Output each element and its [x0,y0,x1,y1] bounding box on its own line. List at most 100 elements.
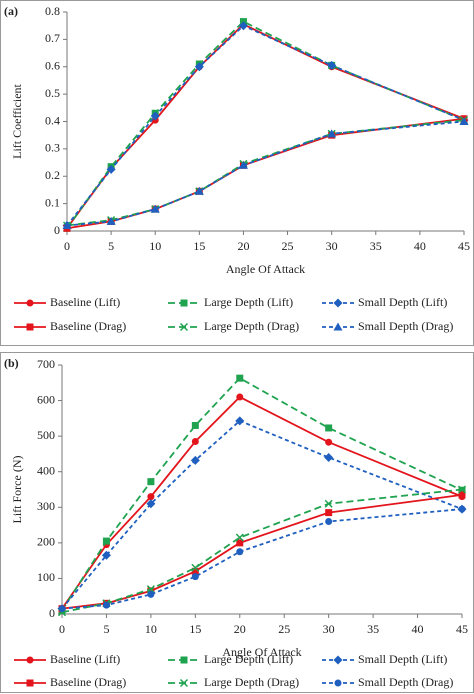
marker [333,298,343,308]
marker [26,299,34,307]
marker [180,299,188,307]
marker [191,567,199,575]
y-tick-label: 0.6 [45,59,60,73]
x-tick-label: 35 [367,622,379,636]
legend-label: Baseline (Lift) [50,652,120,666]
legend-label: Small Depth (Drag) [358,319,453,333]
y-tick-label: 0.2 [45,168,60,182]
y-tick-label: 0 [49,606,55,620]
legend-label: Large Depth (Drag) [204,675,299,689]
y-tick-label: 0.3 [45,141,60,155]
x-tick-label: 5 [103,622,109,636]
marker [26,323,34,331]
panel-border [0,352,474,693]
marker [26,656,34,664]
legend-label: Small Depth (Lift) [358,295,447,309]
marker [457,485,467,494]
marker [327,129,337,138]
x-tick-label: 30 [323,622,335,636]
marker [235,533,244,542]
series-line [61,419,463,610]
x-tick-label: 45 [458,239,470,253]
marker [191,421,199,429]
x-tick-label: 40 [414,239,426,253]
panel-border [0,0,474,346]
panel-label: (a) [4,4,18,18]
marker [147,478,155,486]
marker [325,424,333,432]
marker [327,60,337,70]
marker [235,416,245,426]
marker [179,678,189,688]
marker [325,518,333,526]
marker [236,539,244,547]
x-tick-label: 30 [326,239,338,253]
y-tick-label: 0.1 [45,195,60,209]
marker [194,186,204,195]
legend-label: Baseline (Drag) [50,675,126,689]
x-tick-label: 20 [237,239,249,253]
series-line [61,508,463,610]
y-tick-label: 0 [54,223,60,237]
marker [150,111,160,121]
marker [324,452,334,462]
marker [150,204,160,213]
marker [190,455,200,465]
legend-label: Small Depth (Lift) [358,652,447,666]
y-tick-label: 300 [37,499,55,513]
marker [334,679,342,687]
x-tick-label: 20 [234,622,246,636]
marker [101,550,111,560]
y-tick-label: 0.7 [45,31,60,45]
y-tick-label: 0.4 [45,113,60,127]
legend-label: Large Depth (Lift) [204,295,293,309]
marker [106,164,116,174]
marker [179,322,189,332]
marker [459,117,469,125]
x-tick-label: 45 [456,622,468,636]
marker [191,563,200,572]
marker [147,587,155,595]
marker [191,437,199,445]
marker [146,499,156,509]
y-tick-label: 400 [37,463,55,477]
y-tick-label: 100 [37,570,55,584]
x-tick-label: 15 [189,622,201,636]
legend-label: Small Depth (Drag) [358,675,453,689]
marker [194,62,204,72]
marker [333,655,343,665]
marker [180,656,188,664]
series-line [61,488,463,614]
legend-label: Baseline (Lift) [50,295,120,309]
y-axis-title: Lift Coefficient [10,83,24,158]
x-tick-label: 10 [149,239,161,253]
marker [26,679,34,687]
marker [106,216,116,225]
y-tick-label: 700 [37,357,55,371]
series-line [61,493,463,610]
marker [102,537,110,545]
x-tick-label: 35 [370,239,382,253]
x-tick-label: 15 [193,239,205,253]
marker [236,548,244,556]
marker [147,493,155,501]
y-axis-title: Lift Force (N) [10,456,24,524]
x-tick-label: 5 [108,239,114,253]
marker [458,505,466,513]
marker [102,601,110,609]
series-line [66,120,465,227]
x-tick-label: 25 [282,239,294,253]
marker [325,438,333,446]
panel-label: (b) [4,356,19,370]
x-tick-label: 10 [145,622,157,636]
y-tick-label: 500 [37,428,55,442]
marker [236,393,244,401]
marker [333,322,343,331]
marker [238,21,248,31]
marker [325,509,333,517]
series-line [66,117,465,230]
marker [58,605,66,613]
legend-label: Large Depth (Lift) [204,652,293,666]
legend-label: Large Depth (Drag) [204,319,299,333]
